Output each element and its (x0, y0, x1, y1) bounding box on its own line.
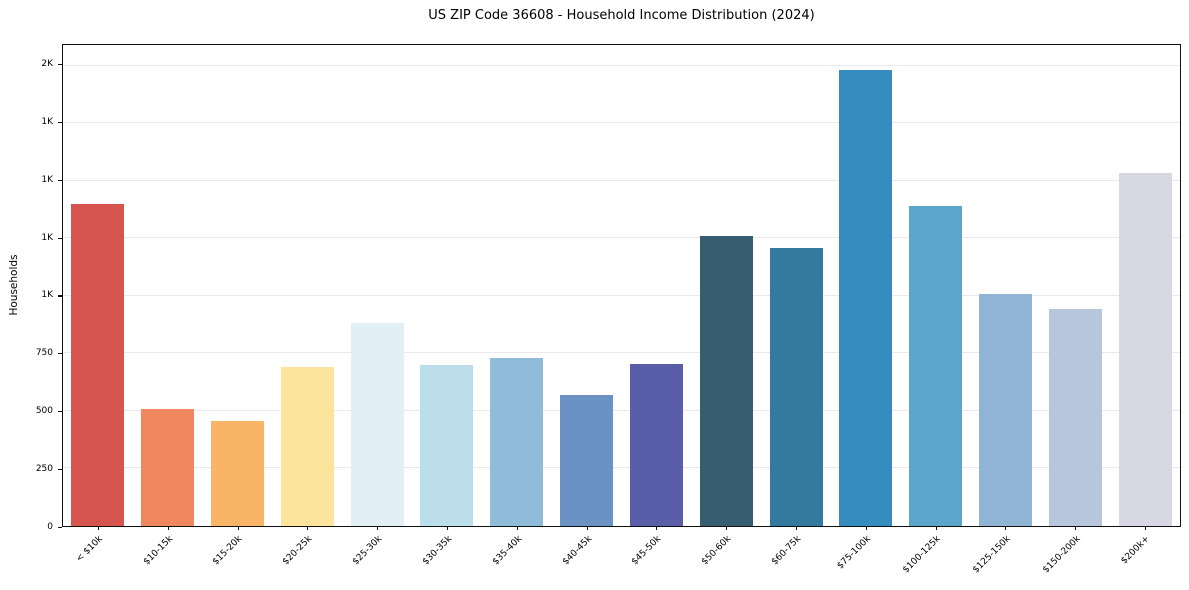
x-tick (656, 526, 658, 530)
bar-slot: $20-25k (272, 45, 342, 567)
y-tick (58, 526, 62, 528)
chart-title: US ZIP Code 36608 - Household Income Dis… (428, 8, 815, 23)
bar-$75-100k (839, 70, 893, 526)
y-tick-label: 1K (41, 232, 53, 243)
bar-$60-75k (769, 247, 823, 526)
bar-$35-40k (490, 358, 544, 526)
bar-slot: $45-50k (622, 45, 692, 567)
y-tick-label: 2K (41, 59, 53, 70)
bar-slot: $200k+ (1110, 45, 1180, 566)
x-tick (1075, 526, 1077, 530)
bar-$20-25k (280, 367, 334, 526)
x-tick-label: $40-45k (560, 534, 594, 568)
gridline (63, 122, 1180, 124)
bar-$50-60k (699, 236, 753, 526)
x-tick-label: < $10k (74, 534, 105, 565)
y-tick (58, 122, 62, 124)
bar-$15-20k (211, 421, 265, 526)
x-tick (377, 526, 379, 530)
x-tick-label: $125-150k (971, 534, 1013, 576)
gridline (63, 237, 1180, 239)
bar-$25-30k (350, 323, 404, 526)
bar-slot: $60-75k (761, 45, 831, 567)
bar-$45-50k (629, 363, 683, 526)
y-tick (58, 468, 62, 470)
bar-slot: $15-20k (203, 45, 273, 567)
bar-$100-125k (909, 206, 963, 526)
x-tick-label: $50-60k (699, 534, 734, 568)
x-tick (516, 526, 518, 530)
x-tick-label: $15-20k (211, 534, 245, 568)
x-tick-label: $10-15k (141, 534, 175, 568)
y-tick-label: 0 (47, 521, 53, 532)
x-tick (935, 526, 937, 530)
bar-slot: $25-30k (342, 45, 412, 567)
bar-$125-150k (978, 293, 1032, 526)
x-tick (97, 526, 99, 530)
y-tick (58, 353, 62, 355)
bars-row: < $10k $10-15k $15-20k $20-25k $25-30k $30-35… (63, 45, 1180, 575)
bar-slot: $50-60k (691, 45, 761, 567)
gridline (63, 352, 1180, 354)
x-tick-label: $25-30k (350, 534, 385, 568)
x-tick-label: $20-25k (281, 534, 315, 568)
bar-$30-35k (420, 364, 474, 526)
bar-slot: $40-45k (552, 45, 622, 567)
x-tick (1145, 526, 1147, 530)
x-tick (586, 526, 588, 530)
x-tick (1005, 526, 1007, 530)
bar-$150-200k (1048, 308, 1102, 526)
y-tick (58, 179, 62, 182)
x-tick-label: $60-75k (769, 534, 804, 568)
bar-slot: $150-200k (1040, 45, 1110, 575)
y-tick-label: 1K (41, 174, 53, 185)
gridline (63, 409, 1180, 411)
x-tick-label: $35-40k (490, 534, 524, 568)
gridline (63, 64, 1180, 66)
bar-$200k+ (1118, 172, 1172, 526)
y-tick-label: 1K (41, 290, 53, 301)
bar-slot: $30-35k (412, 45, 482, 567)
x-tick (167, 526, 169, 530)
bar-$40-45k (560, 394, 614, 526)
y-tick (58, 295, 62, 297)
x-tick-label: $150-200k (1040, 534, 1083, 576)
y-tick-label: 1K (41, 117, 53, 128)
y-tick-label: 750 (35, 348, 53, 359)
bar-< $10k (71, 203, 125, 526)
plot-area: < $10k $10-15k $15-20k $20-25k $25-30k $30-35… (62, 44, 1181, 575)
y-tick (58, 64, 62, 66)
x-tick-label: $100-125k (901, 534, 943, 576)
bar-slot: $10-15k (133, 45, 203, 567)
x-tick-label: $30-35k (420, 534, 455, 568)
x-tick-label: $75-100k (835, 534, 873, 572)
x-tick (865, 526, 867, 530)
bar-$10-15k (141, 408, 195, 526)
x-tick (307, 526, 309, 530)
x-tick (237, 526, 239, 530)
gridline (63, 294, 1180, 296)
bar-slot: $35-40k (482, 45, 552, 567)
x-tick (726, 526, 728, 530)
y-tick-label: 500 (35, 405, 53, 416)
gridline (63, 179, 1180, 181)
gridline (63, 467, 1180, 469)
bar-slot: $75-100k (831, 45, 901, 571)
y-axis-label: Households (8, 254, 20, 316)
bar-slot: $125-150k (971, 45, 1041, 575)
x-tick (446, 526, 448, 530)
bar-slot: < $10k (63, 45, 133, 564)
y-tick-label: 250 (35, 463, 53, 474)
x-tick-label: $45-50k (630, 534, 664, 568)
bar-slot: $100-125k (901, 45, 971, 575)
x-tick-label: $200k+ (1119, 534, 1153, 567)
y-tick (58, 410, 62, 413)
x-tick (796, 526, 798, 530)
y-tick (58, 237, 62, 239)
